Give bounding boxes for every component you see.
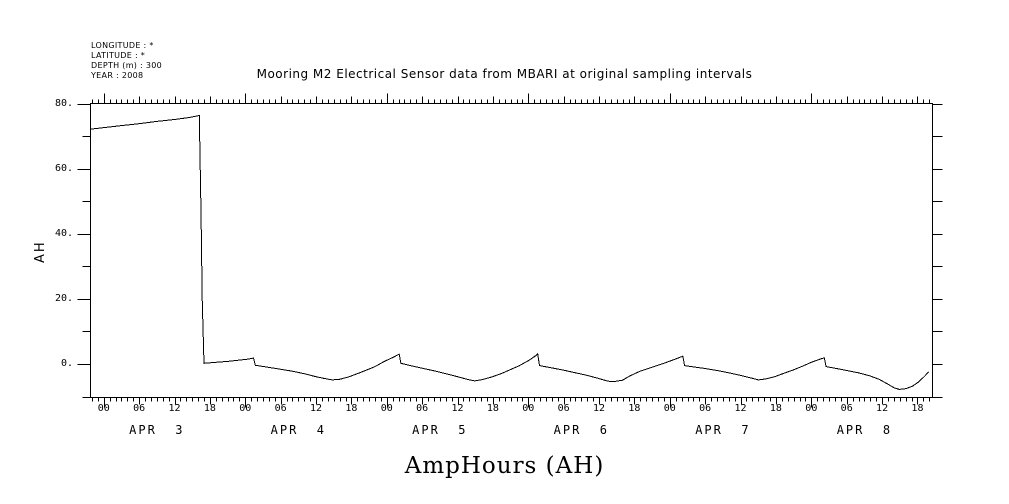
x-tick-label: 00 xyxy=(239,403,252,414)
x-tick-label: 06 xyxy=(557,403,570,414)
day-label: APR 5 xyxy=(412,423,468,437)
x-tick-label: 00 xyxy=(663,403,676,414)
x-tick-label: 00 xyxy=(805,403,818,414)
y-axis-label: AH xyxy=(33,240,48,263)
x-tick-label: 00 xyxy=(97,403,110,414)
x-tick-label: 00 xyxy=(522,403,535,414)
header-info: LONGITUDE : * LATITUDE : * DEPTH (m) : 300… xyxy=(91,21,162,81)
x-tick-label: 00 xyxy=(380,403,393,414)
y-tick-label: 0. xyxy=(60,358,73,369)
y-tick-label: 20. xyxy=(54,293,73,304)
x-tick-label: 12 xyxy=(876,403,889,414)
day-label: APR 8 xyxy=(836,423,893,437)
chart-title: Mooring M2 Electrical Sensor data from M… xyxy=(256,67,753,81)
x-tick-label: 18 xyxy=(486,403,499,414)
x-tick-label: 18 xyxy=(203,403,216,414)
axis-ticks xyxy=(77,93,943,408)
x-tick-label: 12 xyxy=(451,403,464,414)
header-info-line: YEAR : 2008 xyxy=(91,71,144,80)
y-tick-label: 80. xyxy=(54,98,73,109)
x-tick-label: 06 xyxy=(274,403,287,414)
day-label: APR 7 xyxy=(695,423,751,437)
day-label: APR 6 xyxy=(553,423,610,437)
day-label: APR 4 xyxy=(270,423,327,437)
header-info-line: LATITUDE : * xyxy=(91,51,146,60)
day-label: APR 3 xyxy=(129,423,185,437)
x-tick-label: 12 xyxy=(310,403,323,414)
x-tick-label: 06 xyxy=(133,403,146,414)
x-tick-label: 12 xyxy=(168,403,181,414)
x-tick-label: 06 xyxy=(699,403,712,414)
x-tick-label: 06 xyxy=(416,403,429,414)
y-tick-label: 40. xyxy=(54,228,73,239)
y-tick-label: 60. xyxy=(54,163,73,174)
x-tick-label: 18 xyxy=(345,403,358,414)
x-tick-label: 18 xyxy=(769,403,782,414)
header-info-line: DEPTH (m) : 300 xyxy=(91,61,163,70)
x-tick-label: 12 xyxy=(734,403,747,414)
x-tick-label: 12 xyxy=(593,403,606,414)
x-tick-label: 06 xyxy=(840,403,853,414)
x-axis-title: AmpHours (AH) xyxy=(404,453,605,479)
header-info-line: LONGITUDE : * xyxy=(91,41,154,50)
x-tick-label: 18 xyxy=(911,403,924,414)
x-tick-label: 18 xyxy=(628,403,641,414)
data-line xyxy=(90,114,930,390)
plot-frame xyxy=(90,103,933,398)
